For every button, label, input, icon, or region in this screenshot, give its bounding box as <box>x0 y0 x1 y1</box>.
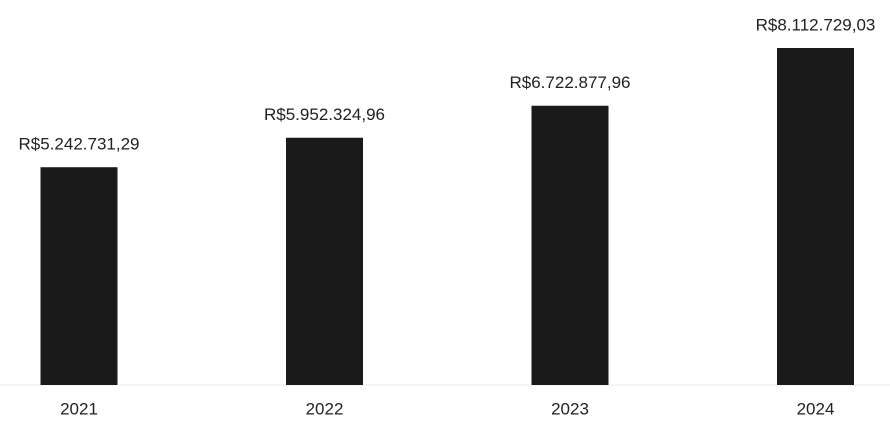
x-tick-label: 2023 <box>551 399 589 418</box>
x-tick-label: 2021 <box>60 399 98 418</box>
value-label: R$5.952.324,96 <box>264 105 385 124</box>
value-label: R$6.722.877,96 <box>510 73 631 92</box>
value-label: R$8.112.729,03 <box>756 15 876 34</box>
bar <box>777 48 854 385</box>
bar <box>286 137 363 385</box>
value-label: R$5.242.731,29 <box>19 135 140 154</box>
bar <box>531 105 609 385</box>
x-tick-label: 2024 <box>797 399 835 418</box>
x-tick-label: 2022 <box>306 399 344 418</box>
bar <box>40 167 118 385</box>
